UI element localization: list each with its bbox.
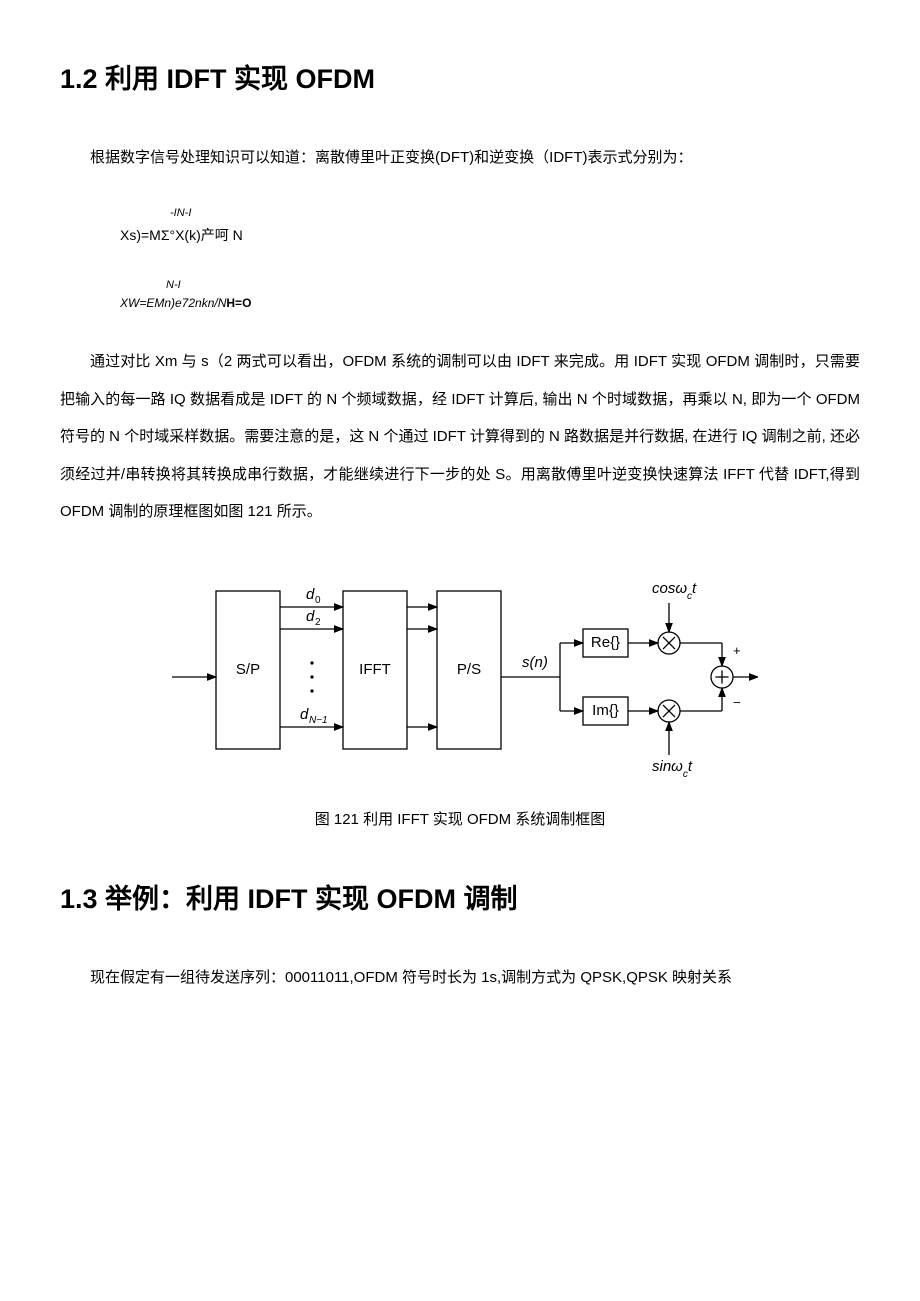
svg-text:0: 0 [315, 595, 321, 606]
section-1-2-intro: 根据数字信号处理知识可以知道：离散傅里叶正变换(DFT)和逆变换（IDFT)表示… [60, 139, 860, 177]
formula-dft-main: Xs)=MΣ°X(k)产呵 N [120, 224, 860, 246]
formula-dft: -IN-I Xs)=MΣ°X(k)产呵 N [120, 205, 860, 247]
svg-text:Im{}: Im{} [592, 702, 619, 719]
svg-text:2: 2 [315, 617, 321, 628]
svg-text:d: d [306, 608, 315, 625]
formula-idft-main: XW=EMn)e72nkn/NH=O [120, 294, 860, 313]
svg-text:sinωct: sinωct [652, 758, 693, 780]
svg-text:d: d [300, 706, 309, 723]
svg-text:N−1: N−1 [309, 715, 328, 726]
formula-idft-bold: H=O [226, 296, 251, 310]
svg-text:cosωct: cosωct [652, 580, 697, 602]
formula-idft-pre: XW=EMn)e72nkn/N [120, 296, 226, 310]
formula-idft-sup: N-I [166, 277, 860, 295]
svg-text:d: d [306, 586, 315, 603]
svg-text:−: − [733, 695, 741, 710]
ofdm-block-diagram: S/PIFFTP/SRe{}Im{}d0d2dN−1s(n)cosωctsinω… [60, 559, 860, 790]
formula-dft-sup: -IN-I [170, 205, 860, 223]
svg-text:IFFT: IFFT [359, 661, 391, 678]
svg-text:P/S: P/S [457, 661, 481, 678]
svg-text:S/P: S/P [236, 661, 260, 678]
ofdm-diagram-svg: S/PIFFTP/SRe{}Im{}d0d2dN−1s(n)cosωctsinω… [162, 559, 758, 790]
section-1-2-heading: 1.2 利用 IDFT 实现 OFDM [60, 58, 860, 101]
formula-idft: N-I XW=EMn)e72nkn/NH=O [120, 277, 860, 314]
section-1-3-body: 现在假定有一组待发送序列：00011011,OFDM 符号时长为 1s,调制方式… [60, 959, 860, 997]
svg-text:+: + [733, 643, 741, 658]
figure-121-caption: 图 121 利用 IFFT 实现 OFDM 系统调制框图 [60, 808, 860, 832]
section-1-3-heading: 1.3 举例：利用 IDFT 实现 OFDM 调制 [60, 878, 860, 921]
section-1-2-body: 通过对比 Xm 与 s（2 两式可以看出，OFDM 系统的调制可以由 IDFT … [60, 343, 860, 531]
svg-text:Re{}: Re{} [591, 634, 620, 651]
svg-text:s(n): s(n) [522, 654, 548, 671]
